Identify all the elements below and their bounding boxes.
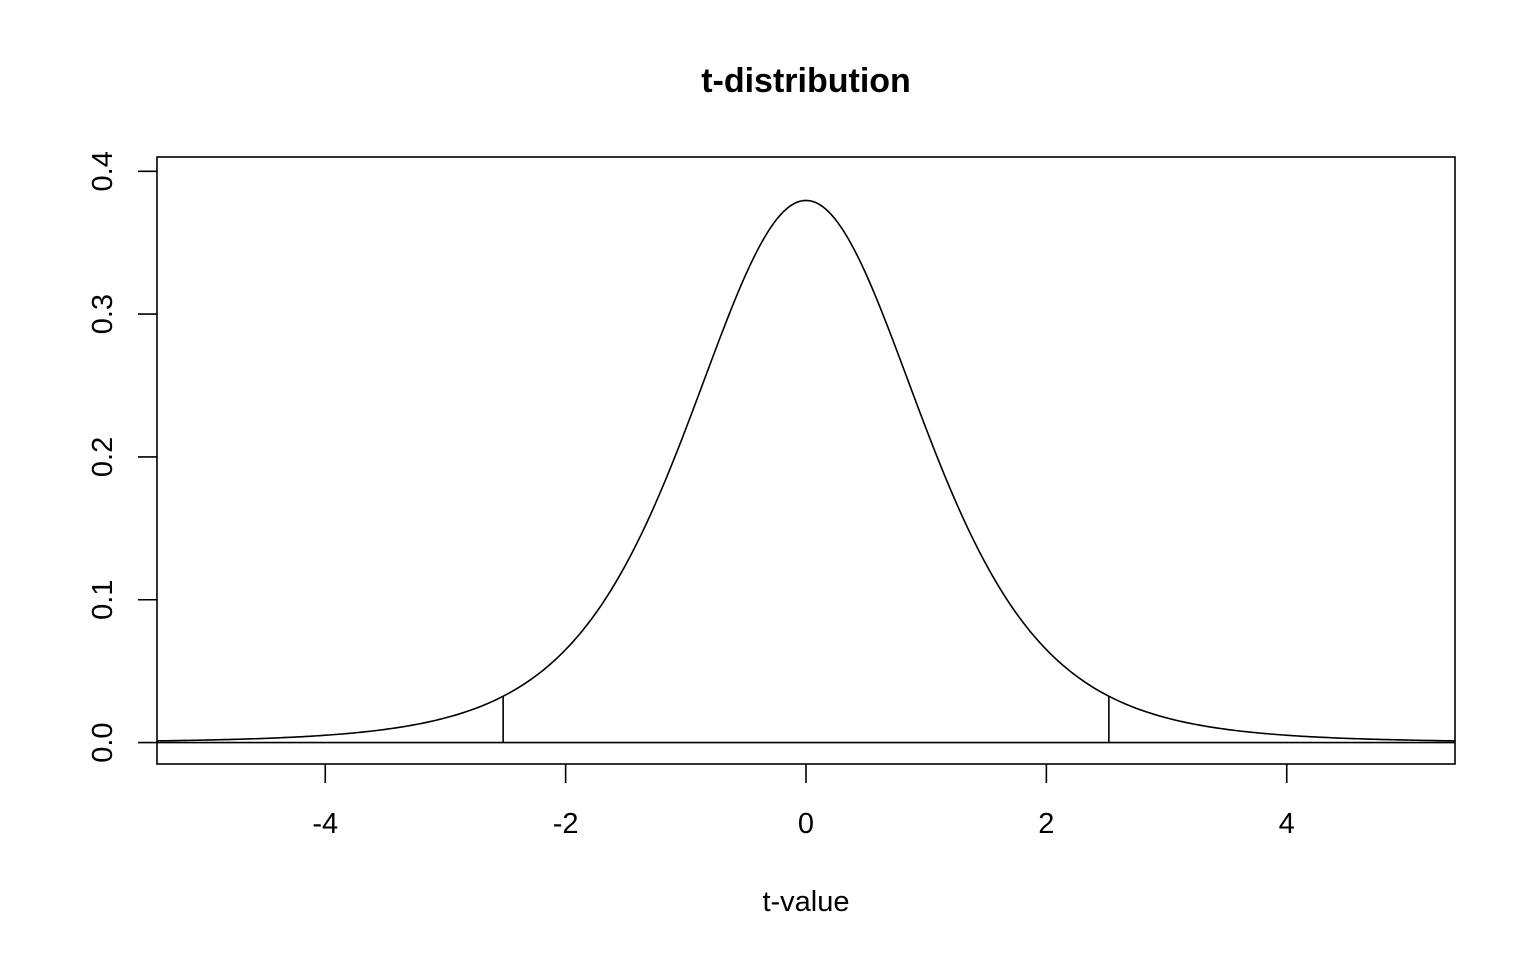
- plot-area: [156, 199, 1456, 744]
- y-tick-label: 0.0: [87, 722, 119, 762]
- density-curve: [156, 199, 1456, 742]
- chart-title: t-distribution: [701, 62, 911, 100]
- plot-frame: [156, 156, 1456, 765]
- y-tick-label: 0.3: [87, 294, 119, 334]
- x-tick-label: -2: [553, 808, 579, 840]
- x-tick-label: 2: [1038, 808, 1054, 840]
- x-tick-label: -4: [312, 808, 338, 840]
- y-tick-label: 0.2: [87, 437, 119, 477]
- x-tick-label: 4: [1279, 808, 1295, 840]
- y-tick-label: 0.4: [87, 151, 119, 191]
- x-axis: -4 -2 0 2 4: [312, 764, 1295, 840]
- x-axis-label: t-value: [762, 886, 849, 918]
- y-axis: 0.0 0.1 0.2 0.3 0.4: [87, 151, 157, 763]
- x-tick-label: 0: [798, 808, 814, 840]
- y-tick-label: 0.1: [87, 580, 119, 620]
